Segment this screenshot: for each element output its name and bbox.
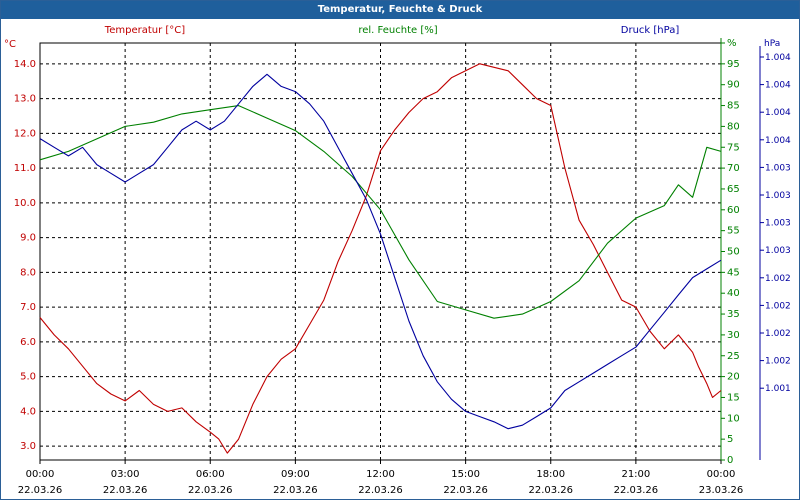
y-tick-label-humidity: 85 (727, 101, 740, 112)
y-tick-label-humidity: 15 (727, 392, 740, 403)
y-tick-label-humidity: 80 (727, 121, 740, 132)
y-tick-label-temperature: 12.0 (14, 128, 36, 139)
series-line-pressure (39, 73, 722, 430)
y-tick-label-humidity: 30 (727, 330, 740, 341)
x-tick-label-time: 06:00 (196, 469, 225, 480)
x-tick-label-time: 15:00 (451, 469, 480, 480)
y-tick-label-pressure: 1.001 (765, 384, 791, 394)
y-tick-label-humidity: 0 (727, 455, 733, 466)
temperature-series-title: Temperatur [°C] (104, 25, 185, 36)
y-tick-label-humidity: 95 (727, 59, 740, 70)
pressure-series-title: Druck [hPa] (621, 25, 680, 36)
x-tick-label-date: 23.03.26 (699, 485, 744, 496)
humidity-series-title: rel. Feuchte [%] (358, 25, 437, 36)
y-tick-label-temperature: 3.0 (20, 441, 36, 452)
axis-labels: 3.0 4.0 5.0 6.0 7.0 8.0 9.0 10.0 11.0 12.0 13.0 14.… (4, 25, 791, 496)
y-tick-label-humidity: 20 (727, 372, 740, 383)
y-tick-label-pressure: 1.003 (765, 163, 791, 173)
x-tick-label-date: 22.03.26 (188, 485, 233, 496)
y-tick-label-humidity: 25 (727, 351, 740, 362)
y-tick-label-pressure: 1.002 (765, 329, 791, 339)
y-tick-label-humidity: 45 (727, 267, 740, 278)
x-tick-label-date: 22.03.26 (614, 485, 659, 496)
y-tick-label-humidity: 5 (727, 434, 733, 445)
axes (39, 38, 764, 464)
y-tick-label-pressure: 1.003 (765, 246, 791, 256)
temperature-unit: °C (4, 39, 16, 50)
y-tick-label-humidity: 90 (727, 80, 740, 91)
chart-title: Temperatur, Feuchte & Druck (1, 1, 799, 19)
pressure-unit: hPa (764, 39, 780, 49)
y-tick-label-pressure: 1.004 (765, 108, 791, 118)
series-line-left (39, 63, 722, 454)
y-tick-label-pressure: 1.002 (765, 357, 791, 367)
x-tick-label-time: 21:00 (621, 469, 650, 480)
series-line-humidity (39, 105, 722, 319)
x-tick-label-time: 00:00 (26, 469, 55, 480)
y-tick-label-temperature: 14.0 (14, 59, 36, 70)
x-tick-label-date: 22.03.26 (103, 485, 148, 496)
y-tick-label-humidity: 65 (727, 184, 740, 195)
y-tick-label-humidity: % (727, 38, 737, 49)
y-tick-label-temperature: 6.0 (20, 337, 36, 348)
y-tick-label-humidity: 75 (727, 142, 740, 153)
y-tick-label-pressure: 1.003 (765, 191, 791, 201)
x-tick-label-date: 22.03.26 (443, 485, 488, 496)
y-tick-label-humidity: 40 (727, 288, 740, 299)
y-tick-label-humidity: 70 (727, 163, 740, 174)
x-tick-label-date: 22.03.26 (358, 485, 403, 496)
x-tick-label-time: 00:00 (707, 469, 736, 480)
y-tick-label-pressure: 1.004 (765, 53, 791, 63)
y-tick-label-humidity: 10 (727, 413, 740, 424)
x-tick-label-time: 18:00 (536, 469, 565, 480)
y-tick-label-temperature: 9.0 (20, 233, 36, 244)
y-tick-label-temperature: 11.0 (14, 163, 36, 174)
y-tick-label-temperature: 8.0 (20, 267, 36, 278)
y-tick-label-pressure: 1.003 (765, 219, 791, 229)
y-tick-label-humidity: 50 (727, 247, 740, 258)
y-tick-label-pressure: 1.002 (765, 301, 791, 311)
x-tick-label-time: 03:00 (111, 469, 140, 480)
x-tick-label-date: 22.03.26 (18, 485, 63, 496)
plot-area (39, 42, 722, 461)
series-lines (39, 63, 722, 454)
x-tick-label-time: 12:00 (366, 469, 395, 480)
y-tick-label-temperature: 5.0 (20, 372, 36, 383)
x-tick-label-time: 09:00 (281, 469, 310, 480)
y-tick-label-humidity: 35 (727, 309, 740, 320)
y-tick-label-pressure: 1.004 (765, 136, 791, 146)
x-tick-label-date: 22.03.26 (528, 485, 573, 496)
y-tick-label-humidity: 55 (727, 226, 740, 237)
y-tick-label-pressure: 1.004 (765, 81, 791, 91)
y-tick-label-temperature: 4.0 (20, 406, 36, 417)
y-tick-label-pressure: 1.002 (765, 274, 791, 284)
y-tick-label-temperature: 7.0 (20, 302, 36, 313)
y-tick-label-temperature: 13.0 (14, 94, 36, 105)
grid (39, 42, 722, 461)
y-tick-label-humidity: 60 (727, 205, 740, 216)
y-tick-label-temperature: 10.0 (14, 198, 36, 209)
x-tick-label-date: 22.03.26 (273, 485, 318, 496)
